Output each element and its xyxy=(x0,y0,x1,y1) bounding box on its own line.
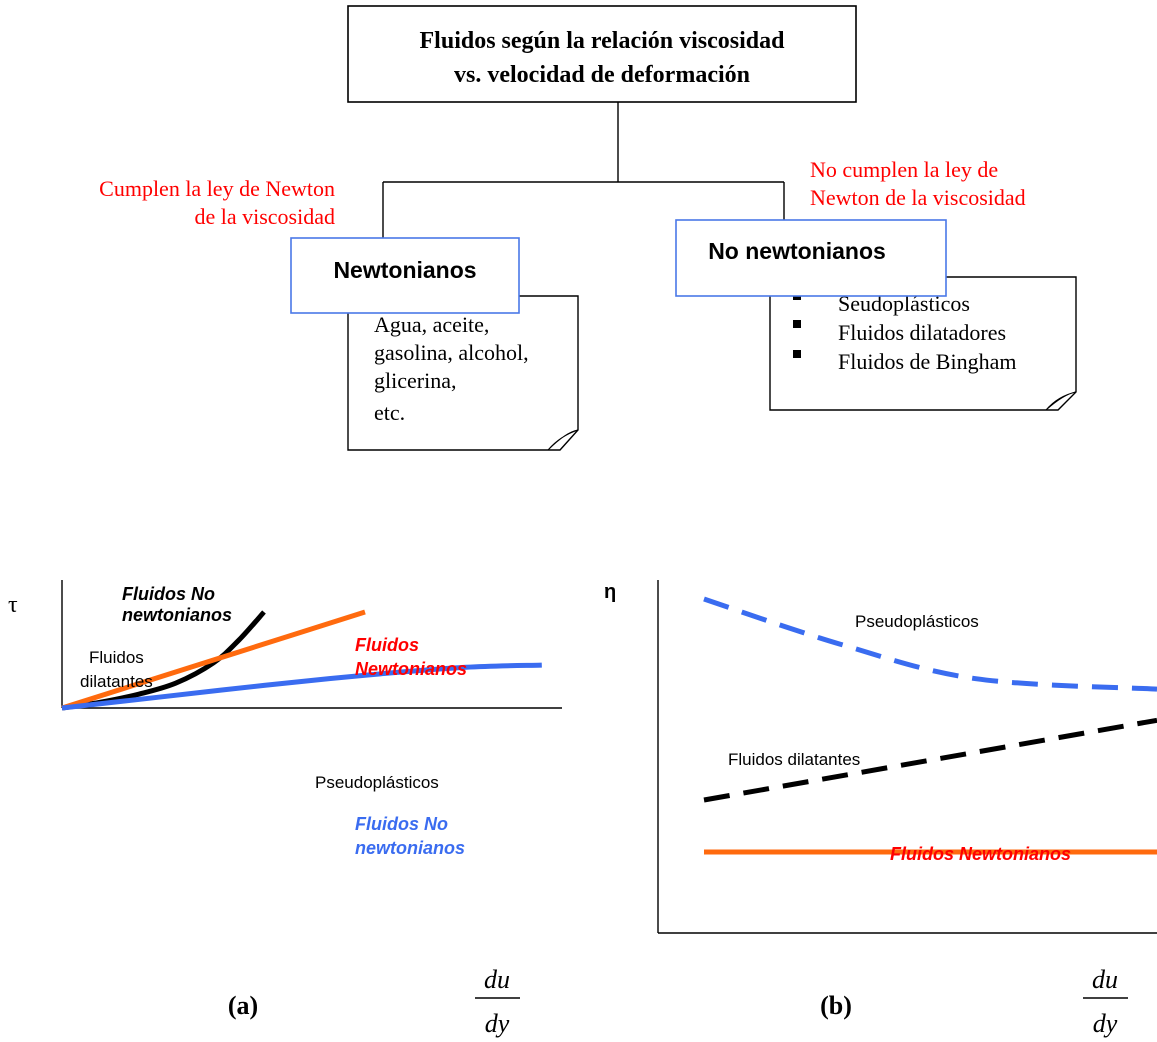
chart-a-annot-dilatant-2: dilatantes xyxy=(80,672,153,691)
chart-b-xlabel-den: dy xyxy=(1093,1009,1118,1038)
newtonian-example-4: etc. xyxy=(374,400,405,425)
chart-b-annot-newtonian: Fluidos Newtonianos xyxy=(890,844,1071,864)
chart-a-xlabel-num: du xyxy=(484,965,510,994)
nonnewtonian-item-3: Fluidos de Bingham xyxy=(838,349,1016,374)
chart-a-ylabel: τ xyxy=(8,592,18,618)
bullet-3 xyxy=(793,350,801,358)
classification-tree: Fluidos según la relación viscosidad vs.… xyxy=(99,5,1077,451)
chart-a-panel-label: (a) xyxy=(228,991,258,1020)
chart-b-annot-pseudo: Pseudoplásticos xyxy=(855,612,979,631)
chart-b-series-fluidos-dilatantes xyxy=(703,717,1157,803)
chart-a-series xyxy=(61,609,542,711)
chart-a-annot-nonnewt-1: Fluidos No xyxy=(355,814,448,834)
chart-shear-stress: τ Fluidos No newtonianos Fluidos dilatan… xyxy=(8,580,562,1038)
chart-a-annot-top-1: Fluidos No xyxy=(122,584,215,604)
newtonian-example-2: gasolina, alcohol, xyxy=(374,340,529,365)
newtonian-example-1: Agua, aceite, xyxy=(374,312,489,337)
chart-b-xlabel-num: du xyxy=(1092,965,1118,994)
left-annotation-line1: Cumplen la ley de Newton xyxy=(99,176,335,201)
chart-a-annot-nonnewt-2: newtonianos xyxy=(355,838,465,858)
root-title-line1: Fluidos según la relación viscosidad xyxy=(420,28,786,54)
chart-b-annot-dilatant: Fluidos dilatantes xyxy=(728,750,860,769)
newtonian-example-3: glicerina, xyxy=(374,368,456,393)
right-annotation-line1: No cumplen la ley de xyxy=(810,157,998,182)
chart-a-annot-pseudo: Pseudoplásticos xyxy=(315,773,439,792)
root-title-line2: vs. velocidad de deformación xyxy=(454,62,750,88)
nonnewtonian-title: No newtonianos xyxy=(708,238,886,264)
root-box xyxy=(347,5,857,103)
chart-b-ylabel: η xyxy=(604,581,616,603)
right-annotation-line2: Newton de la viscosidad xyxy=(810,185,1026,210)
chart-a-series-pseudopl-sticos xyxy=(61,662,542,711)
chart-b-series xyxy=(703,596,1157,855)
chart-a-annot-top-2: newtonianos xyxy=(122,605,232,625)
chart-b-panel-label: (b) xyxy=(820,991,852,1020)
chart-a-series-fluidos-newtonianos xyxy=(61,609,366,711)
chart-a-annot-newtonian-1: Fluidos xyxy=(355,635,419,655)
bullet-2 xyxy=(793,320,801,328)
chart-a-xlabel-den: dy xyxy=(485,1009,510,1038)
newtonian-box xyxy=(290,237,520,314)
nonnewtonian-box xyxy=(675,219,947,297)
left-annotation-line2: de la viscosidad xyxy=(194,204,335,229)
chart-a-annot-dilatant-1: Fluidos xyxy=(89,648,144,667)
nonnewtonian-item-2: Fluidos dilatadores xyxy=(838,320,1006,345)
chart-a-annot-newtonian-2: Newtonianos xyxy=(355,659,467,679)
chart-b-series-pseudopl-sticos xyxy=(703,596,1157,692)
newtonian-note-card: Agua, aceite, gasolina, alcohol, gliceri… xyxy=(347,295,579,451)
nonnewtonian-note-card: Seudoplásticos Fluidos dilatadores Fluid… xyxy=(769,276,1077,411)
newtonian-title: Newtonianos xyxy=(333,257,476,283)
chart-viscosity: η Pseudoplásticos Fluidos dilatantes Flu… xyxy=(604,580,1157,1038)
